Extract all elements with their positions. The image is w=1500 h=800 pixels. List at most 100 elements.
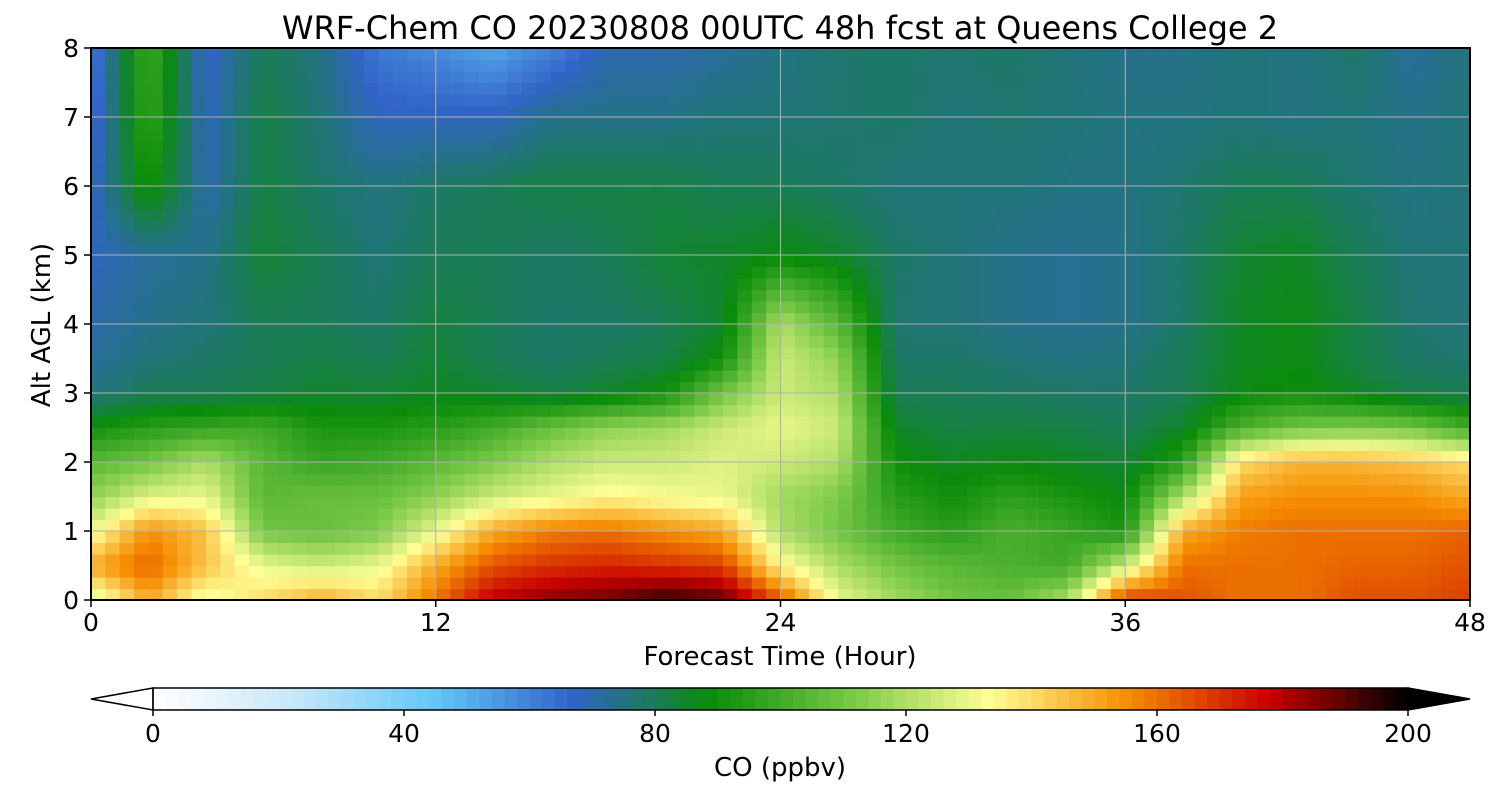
heatmap-cell bbox=[1398, 128, 1414, 141]
heatmap-cell bbox=[1182, 393, 1198, 406]
colorbar-band bbox=[1169, 688, 1183, 710]
heatmap-cell bbox=[924, 416, 940, 429]
heatmap-cell bbox=[464, 531, 480, 544]
heatmap-cell bbox=[392, 59, 408, 72]
heatmap-cell bbox=[1326, 163, 1342, 176]
heatmap-cell bbox=[852, 105, 868, 118]
heatmap-cell bbox=[1096, 531, 1112, 544]
heatmap-cell bbox=[378, 255, 394, 268]
heatmap-cell bbox=[1383, 151, 1399, 164]
heatmap-cell bbox=[249, 232, 264, 245]
heatmap-cell bbox=[1110, 370, 1126, 383]
heatmap-cell bbox=[593, 59, 609, 72]
heatmap-cell bbox=[1311, 48, 1327, 61]
heatmap-cell bbox=[694, 358, 710, 371]
heatmap-cell bbox=[1096, 117, 1112, 130]
heatmap-cell bbox=[636, 554, 652, 567]
heatmap-cell bbox=[421, 554, 437, 567]
heatmap-cell bbox=[737, 531, 753, 544]
heatmap-cell bbox=[435, 289, 451, 302]
heatmap-cell bbox=[507, 209, 523, 222]
heatmap-cell bbox=[938, 565, 954, 578]
heatmap-cell bbox=[593, 324, 609, 337]
heatmap-cell bbox=[234, 565, 250, 578]
heatmap-cell bbox=[708, 174, 724, 187]
heatmap-cell bbox=[579, 209, 595, 222]
heatmap-cell bbox=[550, 82, 566, 95]
heatmap-cell bbox=[837, 404, 853, 417]
heatmap-cell bbox=[363, 358, 379, 371]
heatmap-cell bbox=[507, 48, 523, 61]
heatmap-cell bbox=[1053, 71, 1069, 84]
heatmap-cell bbox=[608, 335, 624, 348]
heatmap-cell bbox=[1067, 48, 1083, 61]
heatmap-cell bbox=[91, 312, 106, 325]
heatmap-cell bbox=[1024, 439, 1040, 452]
heatmap-cell bbox=[981, 335, 997, 348]
heatmap-cell bbox=[1039, 117, 1055, 130]
heatmap-cell bbox=[794, 232, 810, 245]
heatmap-cell bbox=[320, 312, 336, 325]
heatmap-cell bbox=[306, 519, 322, 532]
heatmap-cell bbox=[636, 347, 652, 360]
heatmap-cell bbox=[1153, 450, 1169, 463]
heatmap-cell bbox=[579, 450, 595, 463]
heatmap-cell bbox=[277, 485, 293, 498]
heatmap-cell bbox=[536, 82, 552, 95]
heatmap-cell bbox=[565, 416, 580, 429]
heatmap-cell bbox=[421, 358, 437, 371]
heatmap-cell bbox=[794, 209, 810, 222]
colorbar-band bbox=[529, 688, 543, 710]
heatmap-cell bbox=[565, 140, 580, 153]
heatmap-cell bbox=[1125, 266, 1141, 279]
heatmap-cell bbox=[1369, 174, 1385, 187]
colorbar-band bbox=[956, 688, 970, 710]
heatmap-cell bbox=[1139, 450, 1155, 463]
heatmap-cell bbox=[837, 393, 853, 406]
heatmap-cell bbox=[1139, 209, 1155, 222]
heatmap-cell bbox=[1268, 508, 1284, 521]
heatmap-cell bbox=[1412, 186, 1428, 199]
heatmap-cell bbox=[507, 531, 523, 544]
heatmap-cell bbox=[292, 163, 308, 176]
heatmap-cell bbox=[349, 128, 365, 141]
heatmap-cell bbox=[679, 347, 695, 360]
heatmap-cell bbox=[1010, 312, 1026, 325]
heatmap-cell bbox=[392, 588, 408, 601]
heatmap-cell bbox=[1383, 117, 1399, 130]
heatmap-cell bbox=[407, 462, 422, 475]
heatmap-cell bbox=[579, 381, 595, 394]
heatmap-cell bbox=[1024, 289, 1040, 302]
heatmap-cell bbox=[1283, 519, 1299, 532]
heatmap-cell bbox=[981, 301, 997, 314]
heatmap-cell bbox=[249, 427, 264, 440]
heatmap-cell bbox=[134, 94, 150, 107]
heatmap-cell bbox=[981, 531, 997, 544]
heatmap-cell bbox=[435, 347, 451, 360]
heatmap-cell bbox=[1053, 427, 1069, 440]
heatmap-cell bbox=[565, 347, 580, 360]
heatmap-cell bbox=[823, 301, 839, 314]
heatmap-cell bbox=[464, 416, 480, 429]
heatmap-cell bbox=[349, 48, 365, 61]
heatmap-cell bbox=[1225, 370, 1241, 383]
heatmap-cell bbox=[809, 209, 825, 222]
heatmap-cell bbox=[1096, 232, 1112, 245]
heatmap-cell bbox=[1268, 243, 1284, 256]
heatmap-cell bbox=[493, 370, 509, 383]
heatmap-cell bbox=[1039, 439, 1055, 452]
heatmap-cell bbox=[622, 588, 638, 601]
heatmap-cell bbox=[435, 439, 451, 452]
heatmap-cell bbox=[1311, 278, 1327, 291]
heatmap-cell bbox=[450, 312, 466, 325]
heatmap-cell bbox=[723, 163, 738, 176]
heatmap-cell bbox=[1283, 335, 1299, 348]
heatmap-cell bbox=[1067, 151, 1083, 164]
heatmap-cell bbox=[1053, 577, 1069, 590]
heatmap-cell bbox=[809, 531, 825, 544]
heatmap-cell bbox=[363, 117, 379, 130]
heatmap-cell bbox=[1139, 289, 1155, 302]
heatmap-cell bbox=[1455, 151, 1471, 164]
heatmap-cell bbox=[521, 577, 537, 590]
heatmap-cell bbox=[1010, 542, 1026, 555]
